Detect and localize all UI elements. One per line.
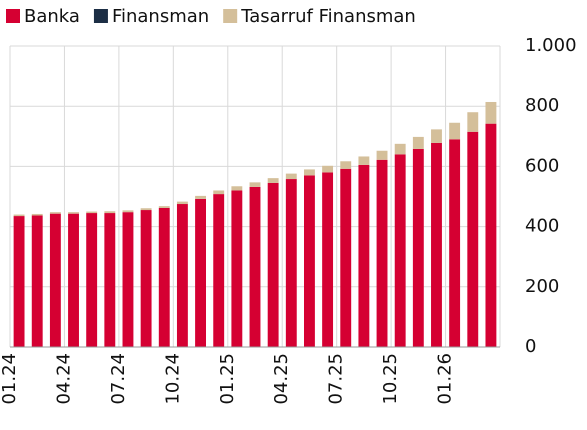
bar-segment: [158, 206, 170, 208]
bar-segment: [412, 148, 424, 347]
bar-segment: [176, 201, 188, 205]
bar-segment: [412, 136, 424, 149]
y-tick-label: 400: [525, 216, 559, 237]
bar-segment: [431, 142, 442, 347]
bar-segment: [122, 210, 134, 213]
bar-segment: [358, 156, 370, 165]
bar-segment: [140, 208, 152, 211]
y-tick-label: 0: [525, 336, 536, 357]
legend-label: Banka: [24, 6, 80, 27]
bar-segment: [86, 213, 98, 347]
x-tick-label: 01.24: [0, 353, 20, 405]
bar-segment: [86, 211, 98, 214]
bar-segment: [449, 139, 461, 347]
y-tick-label: 600: [525, 155, 559, 176]
bar-segment: [485, 101, 497, 124]
bar-segment: [195, 198, 206, 347]
bar-segment: [304, 175, 315, 347]
bar-segment: [249, 182, 261, 187]
bar-segment: [158, 207, 170, 347]
x-tick-label: 01.25: [217, 353, 238, 405]
legend-swatch: [93, 9, 108, 23]
bar-segment: [49, 213, 61, 347]
bar-segment: [68, 213, 79, 347]
bar-segment: [340, 161, 352, 169]
bar-segment: [340, 168, 352, 347]
bar-segment: [267, 178, 279, 183]
x-tick-label: 07.24: [108, 353, 129, 405]
bar-segment: [394, 154, 406, 347]
bar-segment: [467, 131, 479, 347]
bar-segment: [213, 190, 225, 195]
legend-label: Tasarruf Finansman: [240, 6, 416, 27]
bar-segment: [213, 194, 225, 347]
bar-segment: [285, 179, 297, 347]
bar-segment: [322, 172, 334, 347]
bar-segment: [68, 212, 79, 214]
bar-segment: [449, 122, 461, 140]
bar-segment: [485, 123, 497, 348]
x-tick-label: 04.24: [53, 353, 74, 405]
y-tick-label: 800: [525, 95, 559, 116]
bar-segment: [376, 159, 388, 347]
bar-segment: [195, 195, 206, 199]
x-tick-label: 04.25: [271, 353, 292, 405]
bar-segment: [31, 213, 43, 216]
bar-segment: [267, 182, 279, 347]
y-tick-label: 200: [525, 276, 559, 297]
bar-segment: [285, 173, 297, 180]
bar-segment: [431, 129, 442, 143]
x-tick-label: 10.25: [380, 353, 401, 405]
legend-swatch: [6, 9, 20, 23]
bar-segment: [49, 212, 61, 214]
bar-segment: [394, 143, 406, 155]
y-tick-label: 1.000: [525, 35, 577, 56]
bar-segment: [304, 169, 315, 176]
legend-label: Finansman: [112, 6, 209, 27]
x-tick-label: 10.24: [162, 353, 183, 405]
bar-segment: [231, 190, 243, 347]
bar-segment: [31, 215, 43, 347]
bar-segment: [140, 210, 152, 347]
bar-segment: [249, 186, 261, 347]
bar-segment: [358, 164, 370, 347]
bar-segment: [376, 150, 388, 160]
bar-segment: [176, 204, 188, 347]
bar-segment: [122, 212, 134, 347]
bar-segment: [104, 213, 116, 347]
bar-segment: [13, 214, 25, 217]
x-tick-label: 01.26: [435, 353, 456, 405]
legend-swatch: [223, 9, 238, 23]
bar-segment: [104, 211, 116, 214]
bar-segment: [322, 165, 334, 173]
bar-segment: [467, 112, 479, 132]
x-tick-label: 07.25: [326, 353, 347, 405]
bar-segment: [231, 186, 243, 191]
bar-segment: [13, 216, 25, 347]
